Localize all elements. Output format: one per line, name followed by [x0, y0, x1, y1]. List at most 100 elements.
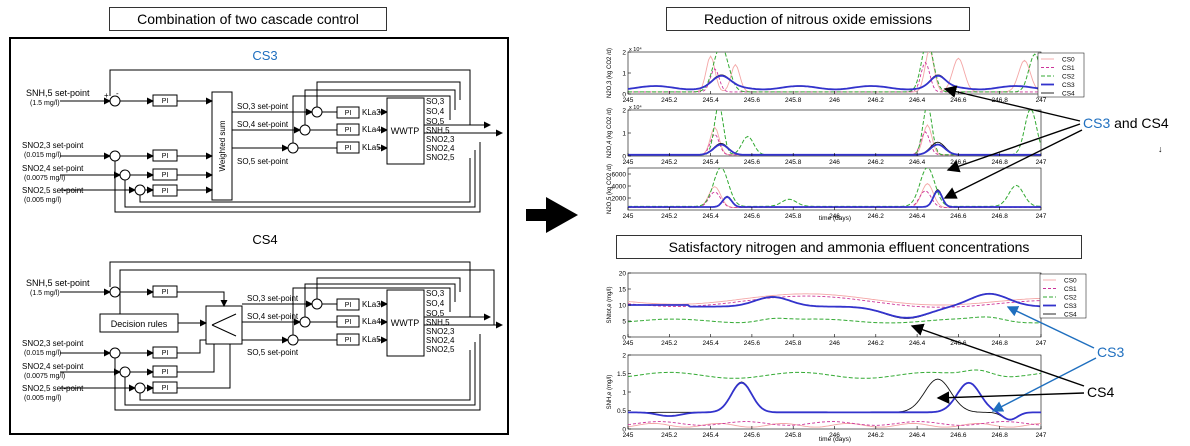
- chart-ntot-series-cs1: [628, 295, 1041, 308]
- legend-bottom-label-cs2: CS2: [1064, 295, 1077, 302]
- chart-nh-xtick: 246.2: [868, 432, 885, 439]
- chart-n2o-xlabel: time (days): [819, 215, 851, 222]
- chart-n2o5-xtick: 246: [829, 213, 840, 220]
- chart-nh-xtick: 246.6: [950, 432, 967, 439]
- chart-nh-ytick: 0.5: [617, 408, 626, 415]
- chart-n2o3-xtick: 245.2: [661, 97, 678, 104]
- chart-n2o3-xtick: 245.6: [744, 97, 761, 104]
- chart-n2o5-xtick: 246.4: [909, 213, 926, 220]
- chart-n2o3-series-cs0: [628, 52, 1041, 93]
- chart-ntot-xtick: 245.8: [785, 340, 802, 347]
- chart-ntot-xtick: 245.4: [702, 340, 719, 347]
- chart-n2o3-series-cs2: [628, 52, 1041, 93]
- chart-n2o4-series-cs1: [628, 131, 1041, 156]
- legend-bottom-label-cs4: CS4: [1064, 312, 1077, 319]
- chart-n2o4-xtick: 246.6: [950, 159, 967, 166]
- chart-n2o4-exponent: x 10⁴: [629, 104, 642, 111]
- chart-nh-xtick: 245.8: [785, 432, 802, 439]
- chart-n2o5-xtick: 245: [623, 213, 634, 220]
- legend-top-label-cs1: CS1: [1062, 65, 1075, 72]
- chart-n2o5-xtick: 246.6: [950, 213, 967, 220]
- chart-nh-xtick: 246.8: [992, 432, 1009, 439]
- chart-ntot: 0 5 10 15 20 245 245.2 245.4 245.6 245.8 246 246.2 2…: [607, 271, 1047, 348]
- chart-n2o4-ytick: 1: [622, 131, 626, 138]
- chart-ntot-xtick: 245.6: [744, 340, 761, 347]
- chart-n2o5-ylabel: N2O,5 (kg CO2 /d): [607, 164, 613, 214]
- chart-ntot-xtick: 246.2: [868, 340, 885, 347]
- chart-n2o4-series-cs0: [628, 124, 1041, 156]
- chart-n2o3-xtick: 246: [829, 97, 840, 104]
- chart-nh-ytick: 2: [622, 353, 626, 360]
- chart-n2o4-xtick: 246.8: [992, 159, 1009, 166]
- chart-ntot-xtick: 245: [623, 340, 634, 347]
- chart-ntot-xtick: 245.2: [661, 340, 678, 347]
- chart-n2o4-series-cs4: [628, 141, 1041, 156]
- chart-n2o3-ylabel: N2O,3 (kg CO2 /d): [607, 48, 613, 98]
- legend-bottom-label-cs0: CS0: [1064, 278, 1077, 285]
- chart-n2o3-xtick: 245.8: [785, 97, 802, 104]
- chart-n2o3-xtick: 246.2: [868, 97, 885, 104]
- chart-n2o5-ytick: 2000: [612, 196, 627, 203]
- chart-n2o5-ytick: 6000: [612, 172, 627, 179]
- chart-ntot-ytick: 0: [622, 335, 626, 342]
- chart-n2o3-series-cs3: [628, 74, 1041, 91]
- chart-n2o3-ytick: 0: [622, 92, 626, 99]
- chart-n2o3: 0 1 2 245 245.2 245.4 245.6 245.8 246 246.2 246.4 2…: [607, 46, 1047, 104]
- chart-n2o5-xtick: 247: [1036, 213, 1047, 220]
- chart-n2o4-xtick: 245: [623, 159, 634, 166]
- chart-ntot-xtick: 246: [829, 340, 840, 347]
- chart-ntot-series-cs4: [628, 293, 1041, 319]
- chart-n2o4-ytick: 2: [622, 108, 626, 115]
- chart-ntot-ytick: 20: [619, 271, 627, 278]
- annotation-cs3-part: CS3: [1083, 115, 1110, 131]
- legend-top-label-cs0: CS0: [1062, 57, 1075, 64]
- chart-n2o5-series-cs3: [628, 189, 1041, 208]
- annotation-cs3-and-cs4: CS3 and CS4: [1083, 115, 1169, 131]
- chart-ntot-xtick: 246.4: [909, 340, 926, 347]
- chart-n2o4: 0 1 2 245 245.2 245.4 245.6 245.8 246 246.2 246.4 2…: [607, 104, 1047, 166]
- right-title-top: Reduction of nitrous oxide emissions: [666, 7, 970, 31]
- chart-ntot-xtick: 246.6: [950, 340, 967, 347]
- chart-nh-xtick: 246: [829, 432, 840, 439]
- chart-n2o4-xtick: 246.4: [909, 159, 926, 166]
- legend-bottom-label-cs1: CS1: [1064, 286, 1077, 293]
- chart-n2o5-series-cs1: [628, 190, 1041, 209]
- chart-n2o4-ytick: 0: [622, 154, 626, 161]
- chart-nh-series-cs2: [628, 369, 1041, 379]
- chart-nh-series-cs1: [628, 421, 1041, 426]
- chart-n2o5-xtick: 246.8: [992, 213, 1009, 220]
- chart-nh-ytick: 1.5: [617, 371, 626, 378]
- chart-ntot-ytick: 15: [619, 287, 627, 294]
- chart-n2o3-exponent: x 10⁴: [629, 46, 642, 53]
- chart-nh-xtick: 245.6: [744, 432, 761, 439]
- chart-nh-ytick: 0: [622, 427, 626, 434]
- chart-ntot-series-cs2: [628, 316, 1041, 324]
- chart-n2o5: 2000 4000 6000 245 245.2 245.4 245.6 245.8 246 24…: [607, 164, 1047, 220]
- chart-n2o3-xtick: 246.6: [950, 97, 967, 104]
- chart-n2o4-xtick: 245.8: [785, 159, 802, 166]
- chart-ntot-series-cs0: [628, 293, 1041, 306]
- chart-n2o4-xtick: 245.6: [744, 159, 761, 166]
- chart-ntot-xtick: 246.8: [992, 340, 1009, 347]
- chart-nh-xtick: 245.2: [661, 432, 678, 439]
- chart-n2o4-xtick: 246.2: [868, 159, 885, 166]
- chart-n2o5-xtick: 245.6: [744, 213, 761, 220]
- annotation-cs4: CS4: [1087, 384, 1114, 400]
- left-title: Combination of two cascade control: [109, 7, 387, 31]
- chart-n2o4-xtick: 246: [829, 159, 840, 166]
- chart-n2o5-series-cs2: [628, 168, 1041, 207]
- chart-ntot-series-cs3: [628, 292, 1041, 319]
- chart-ntot-xtick: 247: [1036, 340, 1047, 347]
- chart-n2o4-xtick: 245.4: [702, 159, 719, 166]
- chart-n2o5-xtick: 245.8: [785, 213, 802, 220]
- legend-bottom-label-cs3: CS3: [1064, 303, 1077, 310]
- chart-ntot-ylabel: SNtot,e (mg/l): [607, 286, 613, 323]
- chart-n2o4-series-cs2: [628, 110, 1041, 156]
- transition-arrow: [526, 197, 578, 233]
- legend-top-label-cs2: CS2: [1062, 74, 1075, 81]
- chart-nh-xtick: 246.4: [909, 432, 926, 439]
- chart-n2o3-xtick: 246.4: [909, 97, 926, 104]
- chart-n2o3-ytick: 2: [622, 50, 626, 57]
- legend-top-label-cs4: CS4: [1062, 91, 1075, 98]
